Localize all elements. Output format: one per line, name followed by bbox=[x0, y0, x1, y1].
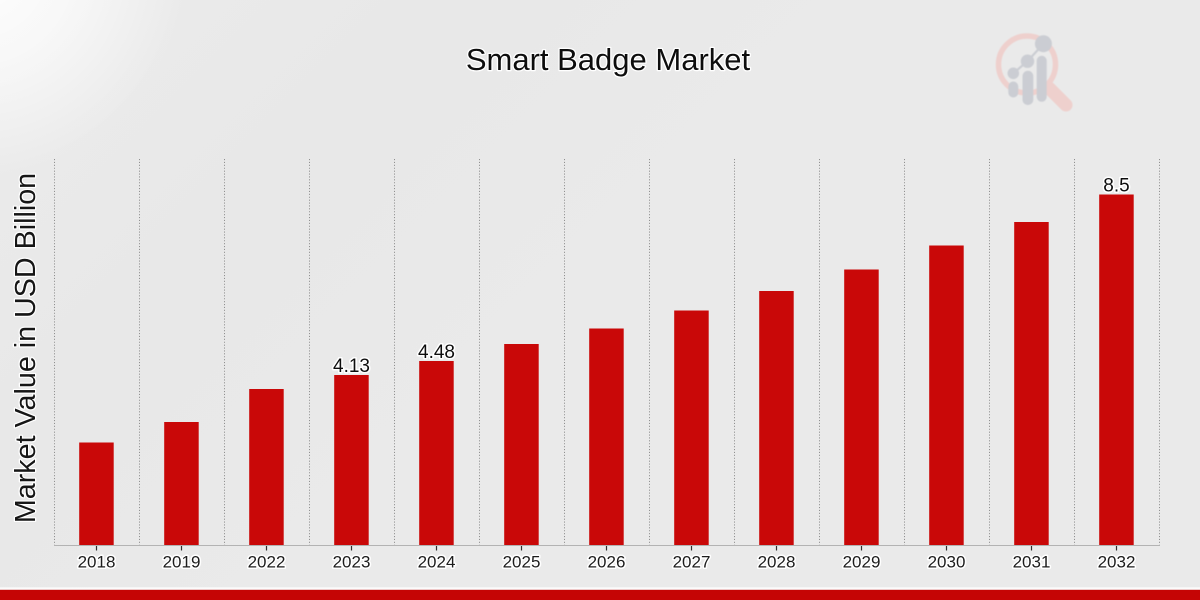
svg-text:2018: 2018 bbox=[78, 552, 116, 571]
svg-text:2023: 2023 bbox=[333, 552, 371, 571]
svg-text:2024: 2024 bbox=[418, 552, 456, 571]
svg-text:2025: 2025 bbox=[503, 552, 541, 571]
svg-text:2026: 2026 bbox=[588, 552, 626, 571]
svg-text:2031: 2031 bbox=[1013, 552, 1051, 571]
svg-text:2030: 2030 bbox=[928, 552, 966, 571]
svg-text:2022: 2022 bbox=[248, 552, 286, 571]
svg-text:2032: 2032 bbox=[1098, 552, 1136, 571]
svg-text:2027: 2027 bbox=[673, 552, 711, 571]
svg-text:2019: 2019 bbox=[163, 552, 201, 571]
svg-text:4.13: 4.13 bbox=[333, 356, 370, 377]
svg-text:4.48: 4.48 bbox=[418, 342, 455, 363]
svg-text:2029: 2029 bbox=[843, 552, 881, 571]
svg-text:8.5: 8.5 bbox=[1103, 175, 1129, 196]
svg-text:Market Value in USD Billion: Market Value in USD Billion bbox=[10, 173, 42, 523]
svg-text:2028: 2028 bbox=[758, 552, 796, 571]
svg-text:Smart Badge Market: Smart Badge Market bbox=[466, 42, 751, 77]
